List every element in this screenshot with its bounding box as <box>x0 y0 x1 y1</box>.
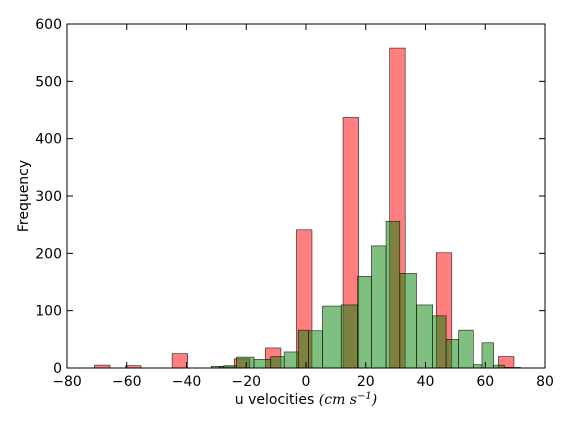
histogram-bar-series-2 <box>340 304 358 369</box>
histogram-bar-series-2 <box>322 305 342 369</box>
y-tick-label: 300 <box>35 189 62 205</box>
x-axis-units-close: ) <box>371 392 377 408</box>
x-tick-label: −20 <box>231 374 261 390</box>
x-tick-label: 80 <box>536 374 554 390</box>
x-axis-label-text: u velocities <box>235 392 315 408</box>
y-axis-label: Frequency <box>16 160 32 232</box>
y-tick-label: 100 <box>35 304 62 320</box>
histogram-bar-series-2 <box>432 315 447 369</box>
y-tick-label: 400 <box>35 132 62 148</box>
histogram-bar-series-2 <box>283 351 299 369</box>
histogram-bar-series-2 <box>357 275 372 369</box>
histogram-bar-series-2 <box>297 329 309 369</box>
histogram-bar-series-2 <box>371 245 387 369</box>
histogram-bar-series-2 <box>236 356 255 369</box>
y-tick-label: 0 <box>53 361 62 377</box>
histogram-bar-series-2 <box>399 273 417 369</box>
x-tick-label: 20 <box>357 374 375 390</box>
x-tick-label: 60 <box>476 374 494 390</box>
x-tick-label: −40 <box>172 374 202 390</box>
y-tick-label: 600 <box>35 17 62 33</box>
x-tick-label: 0 <box>302 374 311 390</box>
y-tick-label: 500 <box>35 74 62 90</box>
y-tick-label: 200 <box>35 246 62 262</box>
plot-area: −80 −60 −40 −20 0 20 40 60 80 0 100 200 300 400 500 600 <box>35 17 554 390</box>
x-axis-units: (cm s <box>319 392 357 408</box>
histogram-bar-series-2 <box>308 330 323 369</box>
histogram-bar-series-1 <box>171 353 188 369</box>
ticks-layer: −80 −60 −40 −20 0 20 40 60 80 0 100 200 300 400 500 600 <box>35 17 554 390</box>
bars-layer <box>94 47 521 369</box>
histogram-bar-series-2 <box>416 304 433 369</box>
histogram-bar-series-2 <box>385 220 401 369</box>
x-tick-label: −80 <box>52 374 82 390</box>
histogram-bar-series-2 <box>445 339 459 369</box>
x-axis-label: u velocities (cm s−1) <box>235 391 377 409</box>
histogram-bar-series-2 <box>253 359 272 369</box>
histogram-bar-series-2 <box>458 329 474 369</box>
x-axis-units-exponent: −1 <box>357 391 372 402</box>
histogram-bar-series-2 <box>270 356 285 369</box>
x-tick-label: 40 <box>417 374 435 390</box>
x-tick-label: −60 <box>112 374 142 390</box>
histogram-bar-series-2 <box>481 342 494 369</box>
histogram-bar-series-2 <box>472 364 483 369</box>
